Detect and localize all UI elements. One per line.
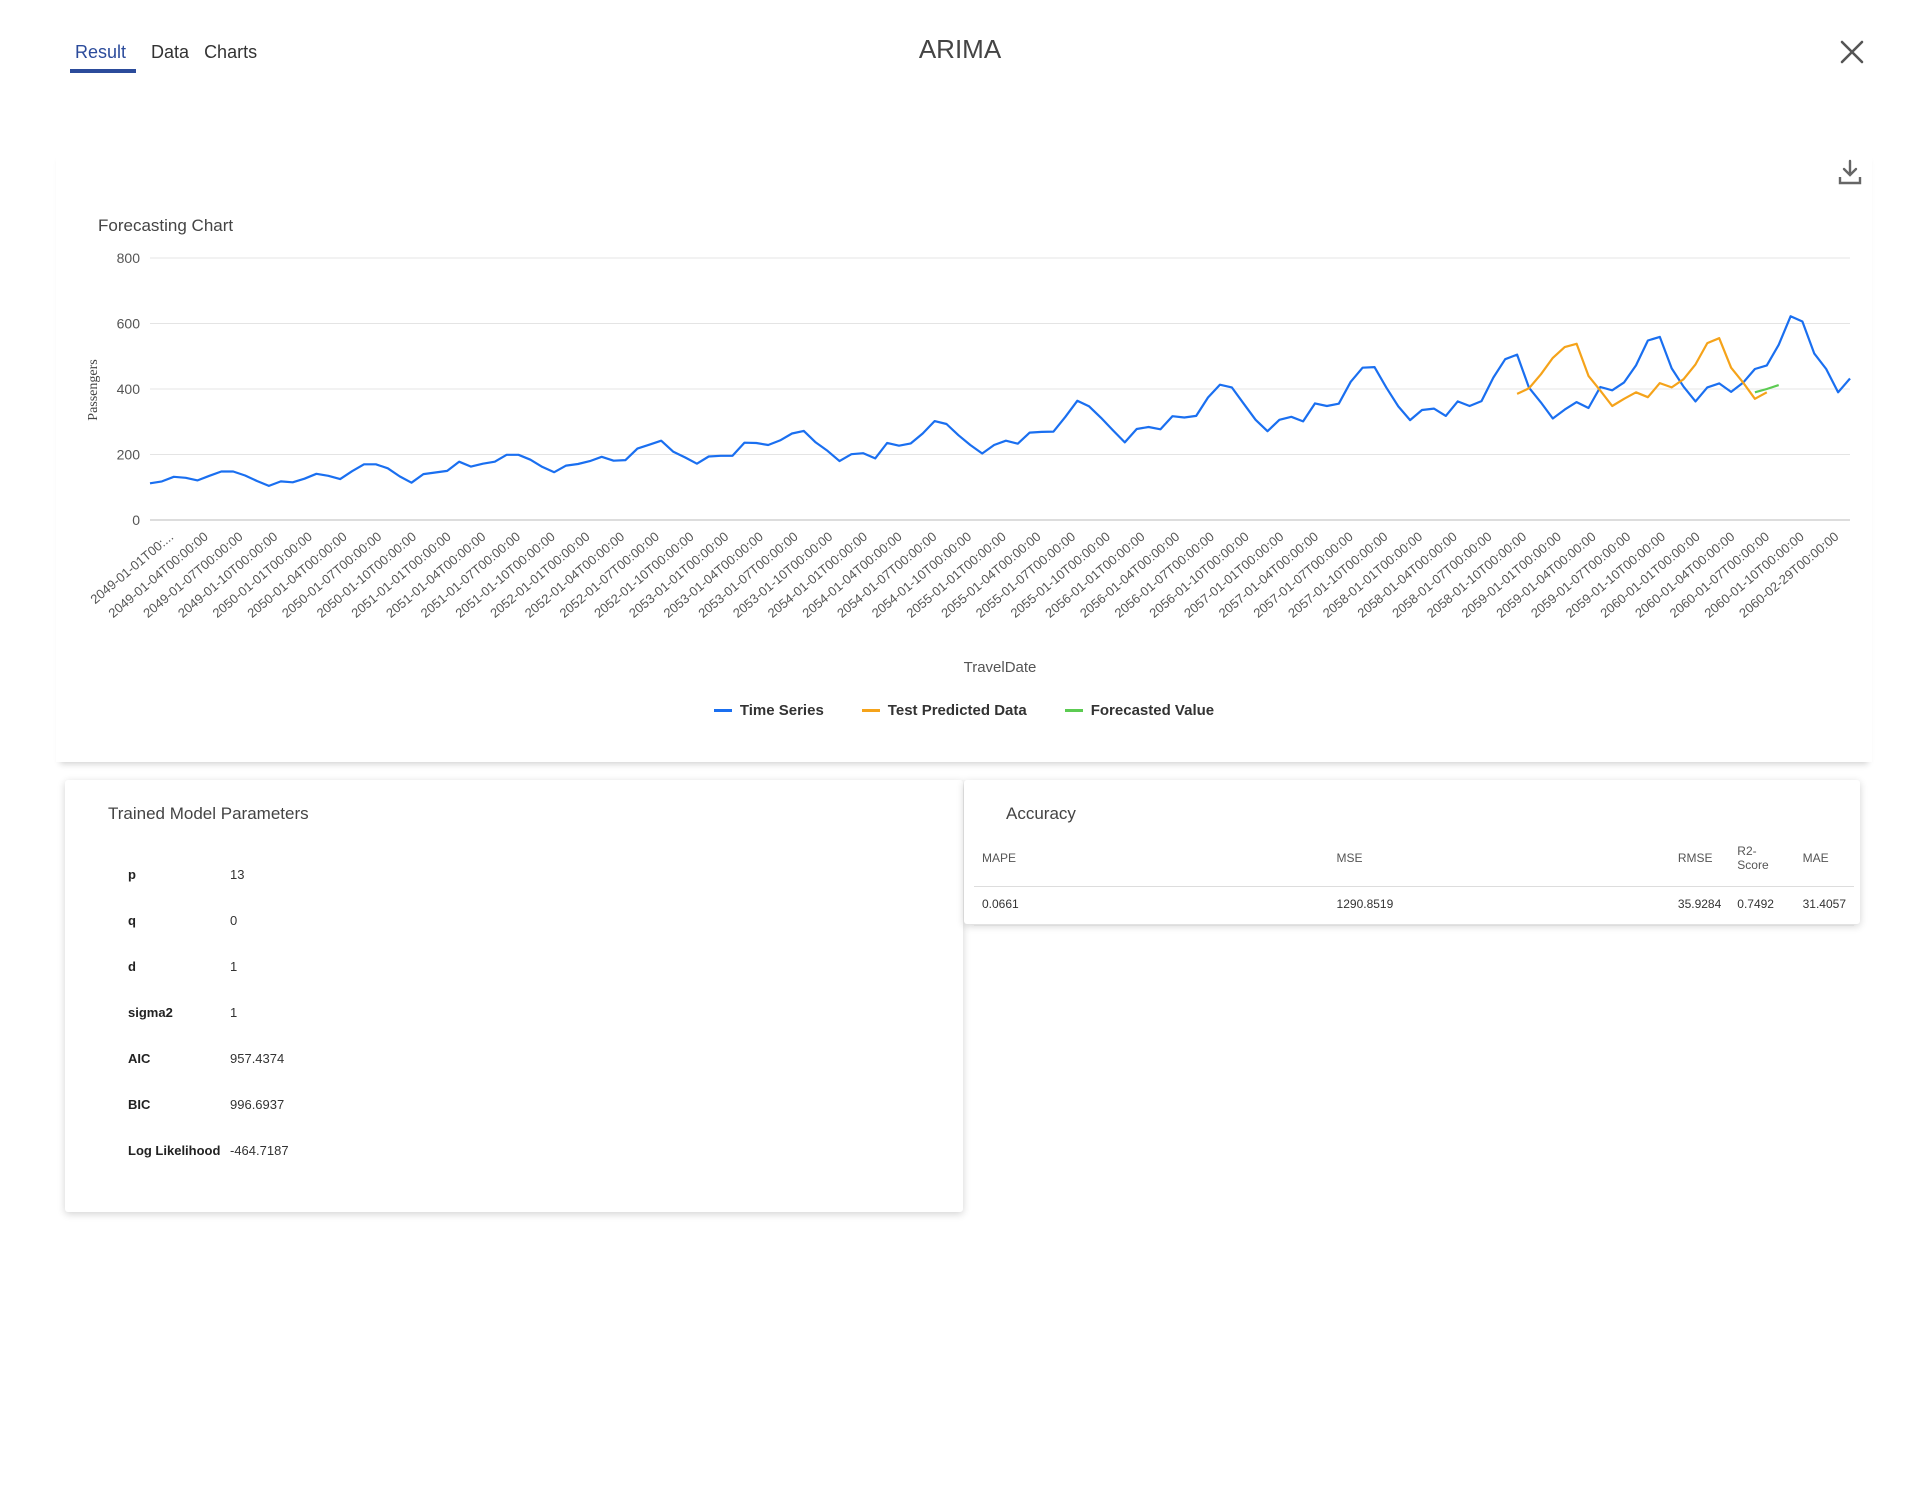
value-rmse: 35.9284 <box>1669 886 1730 926</box>
forecast-chart-card <box>56 150 1872 762</box>
param-value: -464.7187 <box>230 1143 289 1158</box>
tab-data[interactable]: Data <box>151 42 190 62</box>
param-name: p <box>128 867 136 882</box>
param-value: 13 <box>230 867 245 882</box>
param-value: 1 <box>230 1005 238 1020</box>
legend-item-forecasted[interactable]: Forecasted Value <box>1064 702 1215 719</box>
legend-item-time-series[interactable]: Time Series <box>713 702 824 719</box>
param-row: AIC 957.4374 <box>128 1051 284 1066</box>
legend-label-time-series: Time Series <box>739 702 824 719</box>
close-icon[interactable] <box>1836 36 1868 68</box>
legend-label-test-predicted: Test Predicted Data <box>887 702 1027 719</box>
header-mape: MAPE <box>974 844 1329 887</box>
legend-label-forecasted: Forecasted Value <box>1090 702 1215 719</box>
param-name: q <box>128 913 136 928</box>
param-name: AIC <box>128 1051 151 1066</box>
legend-item-test-predicted[interactable]: Test Predicted Data <box>861 702 1027 719</box>
param-value: 0 <box>230 913 238 928</box>
y-tick-label: 400 <box>117 381 141 397</box>
value-mse: 1290.8519 <box>1328 886 1670 926</box>
accuracy-card: Accuracy MAPE MSE RMSE R2-Score MAE 0.06… <box>964 780 1860 926</box>
tab-bar: Result Data Charts <box>70 38 267 73</box>
value-mape: 0.0661 <box>974 886 1329 926</box>
accuracy-value-row: 0.0661 1290.8519 35.9284 0.7492 31.4057 <box>974 886 1854 926</box>
forecast-chart: 02004006008002049-01-01T00:...2049-01-04… <box>86 250 1851 676</box>
param-row: BIC 996.6937 <box>128 1097 284 1112</box>
header-mae: MAE <box>1794 844 1854 887</box>
param-name: BIC <box>128 1097 151 1112</box>
param-name: d <box>128 959 136 974</box>
header-mse: MSE <box>1328 844 1670 887</box>
param-row: sigma2 1 <box>128 1005 237 1020</box>
accuracy-title: Accuracy <box>1006 804 1076 823</box>
y-tick-label: 600 <box>117 316 141 332</box>
param-value: 1 <box>230 959 238 974</box>
chart-legend: Time Series Test Predicted Data Forecast… <box>0 702 1920 719</box>
accuracy-table: MAPE MSE RMSE R2-Score MAE 0.0661 1290.8… <box>974 844 1854 926</box>
legend-swatch-time-series <box>713 709 732 712</box>
tab-charts[interactable]: Charts <box>204 42 258 62</box>
y-tick-label: 800 <box>117 250 141 266</box>
chart-title: Forecasting Chart <box>98 216 234 235</box>
legend-swatch-test-predicted <box>861 709 880 712</box>
param-name: Log Likelihood <box>128 1143 221 1158</box>
param-value: 996.6937 <box>230 1097 285 1112</box>
params-title: Trained Model Parameters <box>108 804 309 823</box>
tab-result[interactable]: Result <box>70 38 137 73</box>
value-mae: 31.4057 <box>1794 886 1854 926</box>
y-tick-label: 0 <box>132 512 140 528</box>
param-value: 957.4374 <box>230 1051 285 1066</box>
param-row: p 13 <box>128 867 244 882</box>
param-row: Log Likelihood -464.7187 <box>128 1143 289 1158</box>
param-name: sigma2 <box>128 1005 173 1020</box>
forecasted-line <box>1754 384 1780 394</box>
legend-swatch-forecasted <box>1064 709 1083 712</box>
accuracy-header-row: MAPE MSE RMSE R2-Score MAE <box>974 844 1854 887</box>
y-tick-label: 200 <box>117 447 141 463</box>
test-predicted-line <box>1516 337 1768 408</box>
x-axis-label: TravelDate <box>964 659 1037 676</box>
value-r2: 0.7492 <box>1729 886 1795 926</box>
page-title: ARIMA <box>918 34 1002 64</box>
download-icon[interactable] <box>1836 158 1864 188</box>
y-axis-label: Passengers <box>86 359 101 420</box>
header-rmse: RMSE <box>1669 844 1730 887</box>
header-r2: R2-Score <box>1729 844 1795 887</box>
time-series-line <box>149 315 1851 487</box>
